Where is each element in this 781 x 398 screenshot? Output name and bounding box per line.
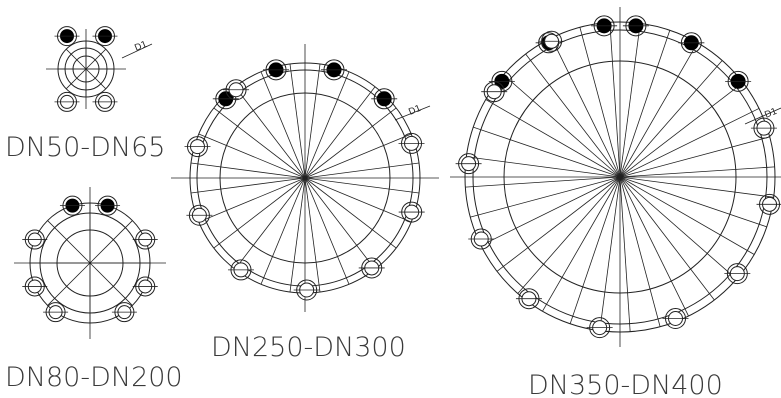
radial-ray [466,156,621,178]
radial-ray [260,177,306,285]
radial-ray [190,177,306,194]
radial-ray [198,133,306,179]
radial-ray [579,27,621,178]
radial-ray [619,176,715,301]
radial-ray [619,176,767,228]
radial-ray [619,108,760,178]
radial-ray [473,126,621,178]
radial-ray [304,177,412,223]
radial-ray [619,176,631,332]
radial-ray [619,176,661,327]
radial-ray [289,177,306,293]
radial-ray [619,23,641,178]
dim-label-d1-dn250: D1 [407,104,422,118]
radial-ray [619,136,770,178]
radial-ray [65,48,87,70]
radial-ray [304,177,376,270]
dimension-leader [394,105,431,121]
flange-dn250-dn300 [171,44,439,312]
radial-ray [304,177,397,249]
flange-dn350-dn400 [450,7,781,347]
title-dn250-dn300: DN250-DN300 [211,332,406,363]
radial-ray [551,37,621,178]
radial-ray [304,133,412,179]
radial-ray [234,86,306,179]
radial-ray [503,74,621,178]
dimension-leader [121,43,153,59]
radial-ray [496,176,621,272]
title-dn350-dn400: DN350-DN400 [528,370,723,398]
radial-ray [304,177,420,194]
radial-ray [569,176,621,324]
flange-dn80-dn200 [14,187,166,339]
title-dn80-dn200: DN80-DN200 [5,362,183,393]
radial-ray [485,99,621,178]
radial-ray [619,30,671,178]
radial-ray [517,176,621,294]
radial-ray [304,177,350,285]
dim-label-d1-dn50: D1 [133,40,148,54]
title-dn50-dn65: DN50-DN65 [5,132,165,163]
radial-ray [304,107,397,179]
radial-ray [304,71,350,179]
flange-dn50-dn65 [46,26,153,112]
radial-ray [619,176,774,198]
radial-ray [289,63,306,179]
radial-ray [304,177,321,293]
radial-ray [619,60,723,178]
radial-ray [304,86,376,179]
radial-ray [213,177,306,249]
radial-ray [47,220,91,264]
radial-ray [85,68,107,90]
dim-label-d1-dn350: D1 [763,107,778,121]
radial-ray [89,262,133,306]
radial-ray [619,176,755,255]
radial-ray [198,177,306,223]
radial-ray [599,176,621,331]
radial-ray [234,177,306,270]
radial-ray [260,71,306,179]
radial-ray [525,53,621,178]
radial-ray [480,176,621,246]
radial-ray [85,48,107,70]
radial-ray [213,107,306,179]
radial-ray [619,82,744,178]
radial-ray [619,42,698,178]
radial-ray [542,176,621,312]
radial-ray [470,176,621,218]
radial-ray [47,262,91,306]
dimension-leader [744,107,781,125]
radial-ray [619,166,775,178]
radial-ray [619,176,737,280]
radial-ray [89,220,133,264]
radial-ray [304,162,420,179]
radial-ray [190,162,306,179]
radial-ray [65,68,87,90]
radial-ray [619,176,689,317]
radial-ray [609,22,621,178]
radial-ray [465,176,621,188]
radial-ray [304,63,321,179]
